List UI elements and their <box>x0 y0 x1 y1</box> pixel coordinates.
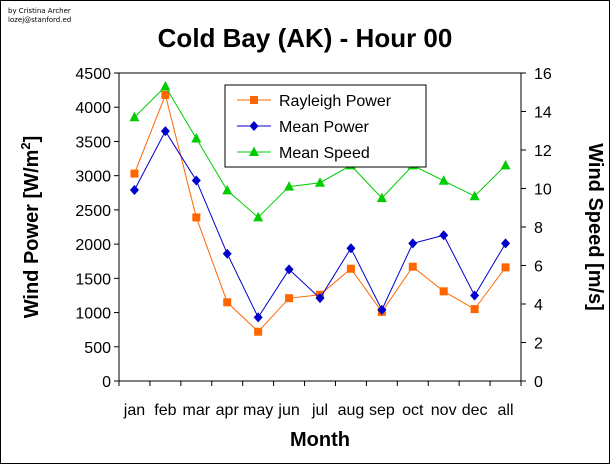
data-point <box>284 264 294 275</box>
data-point <box>222 184 233 195</box>
data-point <box>346 264 355 273</box>
chart-title: Cold Bay (AK) - Hour 00 <box>158 23 453 53</box>
data-point <box>222 248 232 259</box>
series-mean-power <box>129 126 511 323</box>
legend-marker <box>249 121 259 131</box>
y-axis-left-label: Wind Power [W/m2] <box>18 136 43 319</box>
data-point <box>161 90 170 99</box>
data-point <box>438 175 449 185</box>
data-point <box>160 126 170 137</box>
y-right-tick-label: 4 <box>534 297 543 314</box>
data-point <box>253 211 264 222</box>
data-point <box>129 111 140 122</box>
x-axis: jan feb mar apr may jun jul aug sep oct nov dec all <box>118 381 522 419</box>
data-point <box>377 304 387 315</box>
data-point <box>254 327 263 336</box>
data-point <box>469 190 480 201</box>
x-tick-label: may <box>243 402 273 419</box>
data-point <box>376 192 387 203</box>
data-point <box>191 132 202 143</box>
data-point <box>346 243 356 254</box>
data-point <box>439 230 449 241</box>
data-point <box>470 290 480 301</box>
x-tick-label: jul <box>311 402 328 419</box>
data-point <box>501 263 510 272</box>
x-tick-label: oct <box>402 402 424 419</box>
y-right-tick-label: 12 <box>534 143 552 160</box>
x-tick-label: aug <box>338 402 365 419</box>
legend-item: Rayleigh Power <box>237 93 392 110</box>
x-tick-label: mar <box>183 402 211 419</box>
series-layer <box>129 80 511 336</box>
data-point <box>191 175 201 186</box>
legend-label: Mean Power <box>279 119 369 136</box>
data-point <box>501 238 511 249</box>
data-point <box>470 305 479 314</box>
y-left-tick-label: 0 <box>102 374 111 391</box>
data-point <box>500 159 511 170</box>
credit-email: lozej@stanford.ed <box>8 16 71 24</box>
y-left-tick-label: 1500 <box>75 271 111 288</box>
x-tick-label: feb <box>154 402 176 419</box>
credit-author: by Cristina Archer <box>8 7 71 15</box>
x-tick-label: jun <box>277 402 299 419</box>
x-axis-label: Month <box>290 429 350 451</box>
y-left-tick-label: 3000 <box>75 169 111 186</box>
legend-label: Mean Speed <box>279 145 370 162</box>
left-axis: 0 500 1000 1500 2000 2500 3000 3500 4000 4500 <box>75 66 119 391</box>
legend-marker <box>250 96 258 104</box>
legend-item: Mean Power <box>237 119 369 136</box>
data-point <box>129 185 139 196</box>
data-point <box>408 238 418 249</box>
x-tick-label: jan <box>123 402 145 419</box>
legend-label: Rayleigh Power <box>279 93 392 110</box>
y-right-tick-label: 6 <box>534 259 543 276</box>
x-tick-label: all <box>498 402 514 419</box>
data-point <box>284 181 295 191</box>
x-tick-label: apr <box>216 402 240 419</box>
legend: Rayleigh Power Mean Power Mean Speed <box>224 84 427 168</box>
y-left-tick-label: 500 <box>84 340 111 357</box>
y-axis-right-label: Wind Speed [m/s] <box>584 143 606 311</box>
x-tick-label: sep <box>369 402 395 419</box>
y-left-tick-label: 1000 <box>75 306 111 323</box>
data-point <box>130 169 139 178</box>
y-left-tick-label: 4500 <box>75 66 111 83</box>
x-tick-label: dec <box>462 402 488 419</box>
y-right-tick-label: 10 <box>534 182 552 199</box>
data-point <box>285 294 294 303</box>
legend-marker <box>249 146 259 156</box>
data-point <box>160 80 171 91</box>
y-left-tick-label: 3500 <box>75 134 111 151</box>
data-point <box>223 298 232 307</box>
data-point <box>439 287 448 296</box>
y-left-tick-label: 2500 <box>75 203 111 220</box>
data-point <box>192 213 201 222</box>
y-right-tick-label: 2 <box>534 336 543 353</box>
data-point <box>315 293 325 304</box>
right-axis: 0 2 4 6 8 10 12 14 16 <box>521 66 552 391</box>
data-point <box>253 312 263 323</box>
data-point <box>315 177 325 187</box>
y-right-tick-label: 8 <box>534 220 543 237</box>
y-left-tick-label: 4000 <box>75 100 111 117</box>
y-left-tick-label: 2000 <box>75 237 111 254</box>
data-point <box>408 262 417 271</box>
x-tick-label: nov <box>431 402 457 419</box>
y-right-tick-label: 0 <box>534 374 543 391</box>
legend-item: Mean Speed <box>237 145 370 162</box>
y-right-tick-label: 14 <box>534 105 552 122</box>
y-right-tick-label: 16 <box>534 66 552 83</box>
